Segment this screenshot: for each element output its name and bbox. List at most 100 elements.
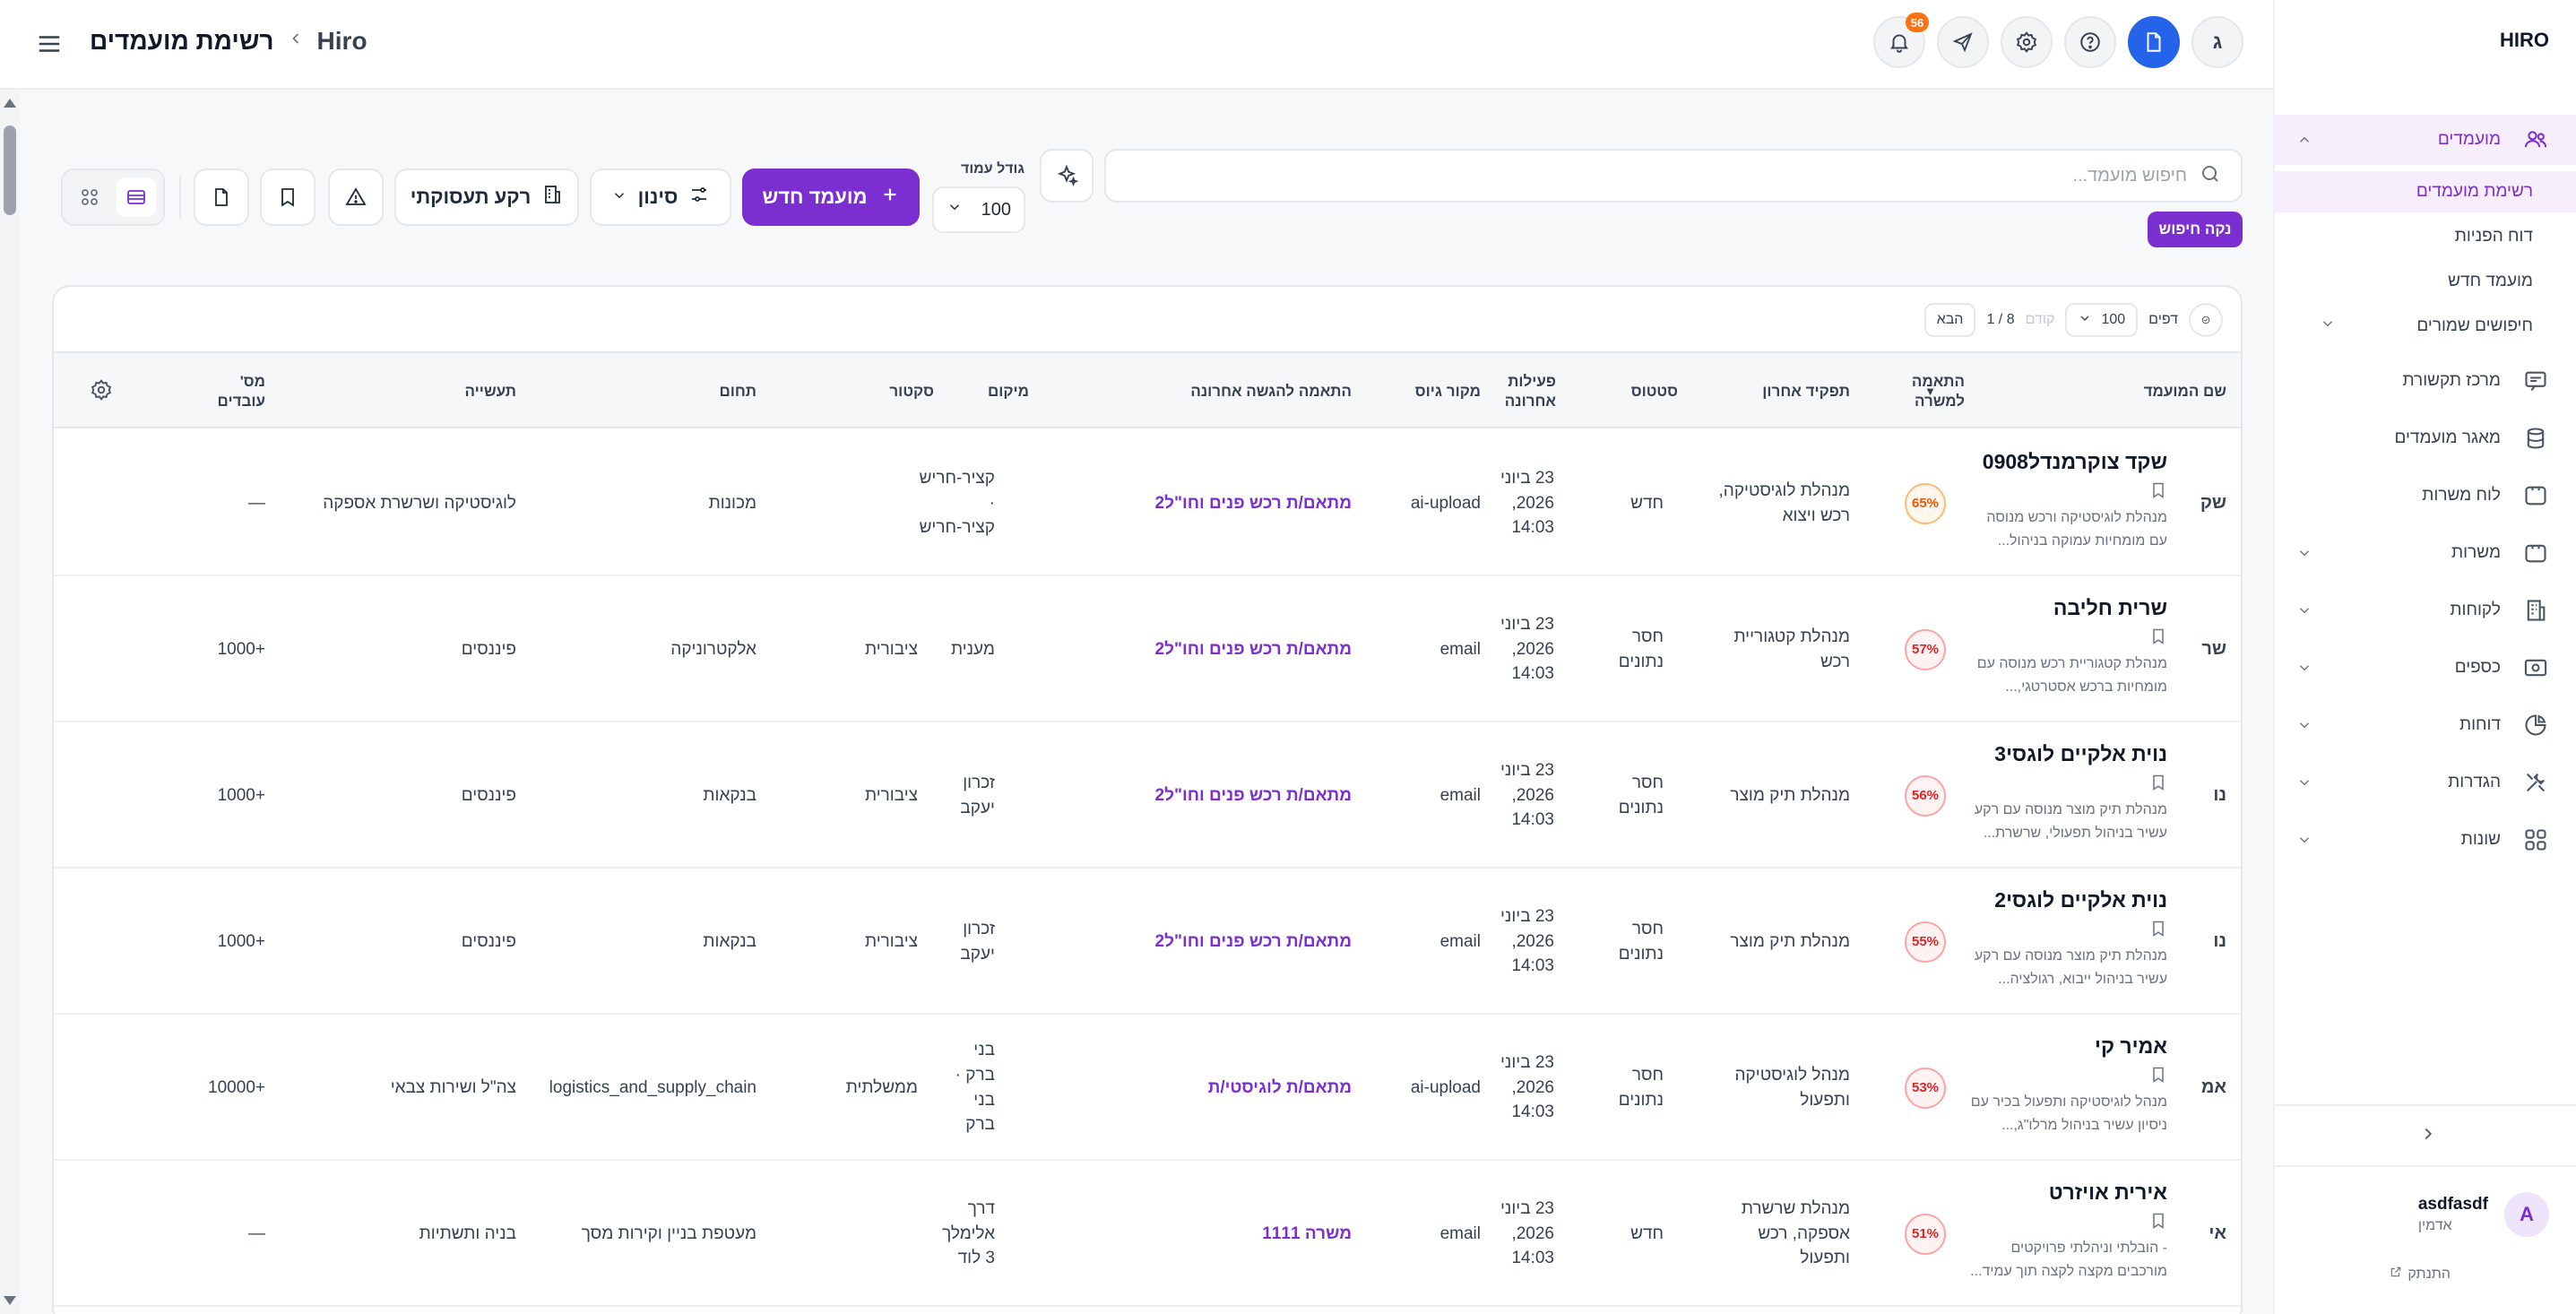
- last-submission-link[interactable]: מתאם/ת רכש פנים וחו"ל2: [1154, 493, 1352, 513]
- col-sector[interactable]: סקטור: [889, 382, 934, 400]
- table-row[interactable]: אי אירית אויזרט - הובלתי וניהלתי פרויקטים …: [54, 1161, 2241, 1307]
- scroll-down-arrow[interactable]: [4, 1296, 16, 1305]
- table-row[interactable]: שר שרית חליבה מנהלת קטגוריית רכש מנוסה עם …: [54, 576, 2241, 722]
- table-row[interactable]: נו נוית אלקיים לוגסי3 מנהלת תיק מוצר מנוסה…: [54, 722, 2241, 869]
- col-employees[interactable]: מס' עובדים: [217, 372, 265, 410]
- employees: —: [248, 1223, 265, 1243]
- new-candidate-button[interactable]: מועמד חדש: [742, 169, 920, 226]
- ai-search-button[interactable]: [1040, 149, 1094, 203]
- sidebar-item-settings[interactable]: הגדרות: [2273, 757, 2576, 808]
- sidebar-item-candidate-pool[interactable]: מאגר מועמדים: [2273, 413, 2576, 463]
- candidate-name[interactable]: שקד צוקרמנדל0908: [1982, 450, 2167, 473]
- board-icon: [2520, 480, 2551, 511]
- table-settings-icon[interactable]: [90, 378, 113, 406]
- export-button[interactable]: [194, 169, 249, 226]
- last-role: מנהלת תיק מוצר: [1730, 931, 1850, 951]
- sidebar-subitem-new-candidate[interactable]: מועמד חדש: [2273, 261, 2576, 302]
- col-industry[interactable]: תעשייה: [464, 382, 516, 400]
- last-submission-link[interactable]: מתאם/ת רכש פנים וחו"ל2: [1154, 931, 1352, 951]
- clear-search-button[interactable]: נקה חיפוש: [2148, 212, 2243, 247]
- sidebar-item-jobs-board[interactable]: לוח משרות: [2273, 471, 2576, 521]
- candidate-initials: נו: [2213, 785, 2226, 805]
- alerts-button[interactable]: [328, 169, 384, 226]
- send-button[interactable]: [1937, 16, 1989, 68]
- filter-button[interactable]: סינון: [590, 169, 731, 226]
- col-field[interactable]: תחום: [719, 382, 756, 400]
- select-all-button[interactable]: [2189, 303, 2223, 337]
- candidate-name[interactable]: שרית חליבה: [2053, 596, 2167, 619]
- user-profile[interactable]: A asdfasdf אדמין: [2418, 1192, 2549, 1237]
- collapse-sidebar-button[interactable]: [2415, 1120, 2442, 1147]
- bookmark-icon[interactable]: [1970, 920, 2167, 938]
- sidebar-item-finance[interactable]: כספים: [2273, 643, 2576, 693]
- table-view-icon[interactable]: [117, 177, 156, 217]
- match-score-cell: 65%: [1898, 430, 1952, 576]
- candidate-name[interactable]: נוית אלקיים לוגסי2: [1994, 888, 2167, 912]
- last-submission-link[interactable]: משרה 1111: [1262, 1223, 1352, 1243]
- last-activity: 23 ביוני 2026, 14:03: [1500, 469, 1554, 538]
- sort-desc-icon[interactable]: ▼: [1924, 384, 1936, 398]
- col-name[interactable]: שם המועמד: [2143, 382, 2226, 400]
- table-row[interactable]: אמ אמיר קי מנהל לוגיסטיקה ותפעול בכיר עם נ…: [54, 1015, 2241, 1161]
- sidebar-item-misc[interactable]: שונות: [2273, 815, 2576, 865]
- help-button[interactable]: [2064, 16, 2116, 68]
- user-avatar-button[interactable]: ג: [2191, 16, 2243, 68]
- candidate-name[interactable]: אירית אויזרט: [2048, 1180, 2167, 1204]
- industry-background-button[interactable]: רקע תעסוקתי: [394, 169, 579, 226]
- avatar: ג: [2212, 30, 2223, 53]
- col-last-activity[interactable]: פעילות אחרונה: [1504, 372, 1556, 410]
- col-match[interactable]: התאמה למשרה: [1882, 353, 1965, 430]
- cards-view-icon[interactable]: [70, 177, 109, 217]
- page-scrollbar[interactable]: [0, 90, 20, 1314]
- breadcrumb-root[interactable]: Hiro: [316, 27, 367, 55]
- candidate-info: אמיר קי מנהל לוגיסטיקה ותפעול בכיר עם ניס…: [1970, 1034, 2167, 1137]
- sidebar-subitem-candidate-list[interactable]: רשימת מועמדים: [2273, 171, 2576, 212]
- location: דרך אלימלך 3 לוד: [942, 1199, 995, 1268]
- bookmark-icon[interactable]: [1970, 774, 2167, 791]
- logout-link[interactable]: התנתק: [2390, 1266, 2451, 1283]
- bookmark-icon[interactable]: [1970, 481, 2167, 499]
- warning-icon: [345, 187, 367, 205]
- sidebar-item-reports[interactable]: דוחות: [2273, 700, 2576, 750]
- col-status[interactable]: סטטוס: [1630, 382, 1678, 400]
- source: ai-upload: [1410, 493, 1481, 513]
- page-size-select[interactable]: 100: [932, 186, 1025, 233]
- last-submission-link[interactable]: מתאם/ת רכש פנים וחו"ל2: [1154, 639, 1352, 659]
- next-page-button[interactable]: הבא: [1923, 303, 1976, 337]
- saved-searches-button[interactable]: [260, 169, 316, 226]
- table-row[interactable]: שק שקד צוקרמנדל0908 מנהלת לוגיסטיקה ורכש מ…: [54, 430, 2241, 576]
- source: email: [1439, 639, 1481, 659]
- col-last-submission[interactable]: התאמה להגשה אחרונה: [1190, 382, 1352, 400]
- sidebar-subitem-referrals-report[interactable]: דוח הפניות: [2273, 216, 2576, 257]
- sidebar-item-clients[interactable]: לקוחות: [2273, 585, 2576, 635]
- documents-button[interactable]: [2128, 16, 2180, 68]
- scroll-up-arrow[interactable]: [4, 99, 16, 108]
- prev-page-button[interactable]: קודם: [2025, 312, 2055, 327]
- bookmark-icon[interactable]: [1970, 1066, 2167, 1084]
- search-input[interactable]: חיפוש מועמד...: [1104, 149, 2243, 203]
- briefcase-icon: [2520, 538, 2551, 568]
- scrollbar-thumb[interactable]: [4, 125, 16, 215]
- sidebar-item-candidates[interactable]: מועמדים: [2273, 115, 2576, 165]
- col-source[interactable]: מקור גיוס: [1414, 382, 1481, 400]
- last-submission-link[interactable]: מתאם/ת לוגיסטי/ת: [1207, 1077, 1352, 1097]
- sidebar-subitem-saved-searches[interactable]: חיפושים שמורים: [2273, 306, 2576, 347]
- candidate-name[interactable]: אמיר קי: [2095, 1034, 2167, 1058]
- table-row[interactable]: נו נוית אלקיים לוגסי2 מנהלת תיק מוצר מנוסה…: [54, 869, 2241, 1015]
- per-page-select[interactable]: 100: [2065, 303, 2139, 337]
- bookmark-icon[interactable]: [1970, 627, 2167, 645]
- plus-icon: [880, 185, 900, 210]
- match-score-cell: 57%: [1898, 576, 1952, 722]
- notifications-button[interactable]: 56: [1873, 13, 1929, 68]
- location: מענית: [950, 639, 995, 659]
- menu-icon[interactable]: [36, 30, 63, 57]
- bookmark-icon[interactable]: [1970, 1212, 2167, 1230]
- sidebar-item-label: כספים: [2454, 658, 2501, 677]
- sidebar-item-communication[interactable]: מרכז תקשורת: [2273, 356, 2576, 406]
- settings-button[interactable]: [2001, 16, 2053, 68]
- candidate-name[interactable]: נוית אלקיים לוגסי3: [1994, 742, 2167, 765]
- col-last-role[interactable]: תפקיד אחרון: [1762, 382, 1850, 400]
- col-location[interactable]: מיקום: [988, 382, 1029, 400]
- sidebar-item-jobs[interactable]: משרות: [2273, 528, 2576, 578]
- last-submission-link[interactable]: מתאם/ת רכש פנים וחו"ל2: [1154, 785, 1352, 805]
